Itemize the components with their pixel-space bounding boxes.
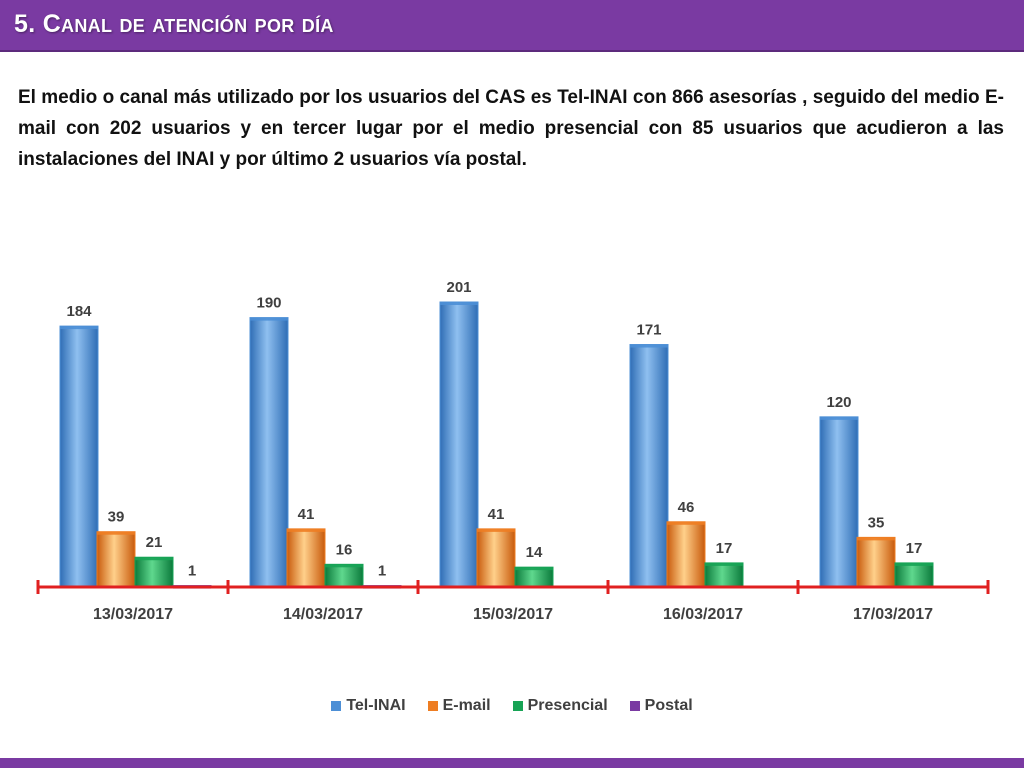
data-label: 46: [678, 499, 695, 516]
title-bar: 5. Canal de atención por día: [0, 0, 1024, 52]
bar-presencial-4: [704, 562, 744, 588]
bar-cap: [705, 562, 743, 566]
bar-cap: [135, 557, 173, 561]
data-label: 39: [108, 509, 125, 526]
bar-e-mail-4: [666, 521, 706, 588]
bar-e-mail-1: [96, 531, 136, 588]
bar-e-mail-3: [476, 528, 516, 588]
x-axis: 13/03/2017 14/03/2017 15/03/2017 16/03/2017…: [36, 580, 990, 623]
bar-tel-inai-2: [249, 317, 289, 588]
bottom-bar: [0, 758, 1024, 768]
bar-cap: [440, 302, 478, 305]
data-label: 17: [716, 540, 733, 557]
bar-cap: [477, 528, 515, 532]
legend-swatch: [427, 701, 438, 711]
bar-cap: [895, 562, 933, 566]
bar-cap: [820, 416, 858, 420]
x-tick-label: 15/03/2017: [473, 606, 553, 623]
bar-cap: [667, 521, 705, 525]
data-labels-layer: 184 39 21 1 190 41 16 1 201 41 14 171 46 17 120 35 17: [66, 279, 922, 580]
bar-cap: [250, 317, 288, 321]
data-label: 184: [66, 303, 92, 320]
legend-item-tel-inai: Tel-INAI: [331, 697, 406, 715]
x-tick-label: 13/03/2017: [93, 606, 173, 623]
legend-item-e-mail: E-mail: [427, 697, 491, 715]
data-label: 21: [146, 534, 163, 551]
legend-item-postal: Postal: [629, 697, 693, 715]
bar-tel-inai-1: [59, 325, 99, 588]
bar-cap: [287, 528, 325, 532]
data-label: 1: [188, 563, 196, 580]
data-label: 17: [906, 540, 923, 557]
bar-tel-inai-5: [819, 416, 859, 588]
legend-item-presencial: Presencial: [512, 697, 608, 715]
slide-title: 5. Canal de atención por día: [14, 10, 334, 38]
bar-tel-inai-3: [439, 301, 479, 588]
data-label: 14: [526, 544, 543, 561]
bar-presencial-1: [134, 556, 174, 588]
legend-swatch: [629, 701, 640, 711]
chart-legend: Tel-INAI E-mail Presencial Postal: [0, 697, 1024, 715]
data-label: 41: [298, 506, 315, 523]
data-label: 35: [868, 514, 885, 531]
legend-label: Presencial: [527, 697, 608, 714]
x-tick-label: 17/03/2017: [853, 606, 933, 623]
data-label: 41: [488, 506, 505, 523]
data-label: 16: [336, 541, 353, 558]
bar-e-mail-2: [286, 528, 326, 588]
bar-presencial-5: [894, 562, 934, 588]
legend-label: Postal: [644, 697, 693, 714]
bar-cap: [857, 537, 895, 541]
bar-cap: [630, 344, 668, 348]
legend-swatch: [331, 701, 342, 711]
summary-paragraph: El medio o canal más utilizado por los u…: [18, 87, 1004, 170]
legend-label: E-mail: [442, 697, 491, 714]
data-label: 171: [636, 322, 661, 339]
bar-cap: [325, 564, 363, 568]
legend-label: Tel-INAI: [346, 697, 406, 714]
bar-cap: [60, 326, 98, 330]
data-label: 120: [826, 394, 851, 411]
bar-chart: 184 39 21 1 190 41 16 1 201 41 14 171 46 17 120 35 17 13…: [36, 279, 990, 623]
x-tick-label: 16/03/2017: [663, 606, 743, 623]
x-tick-label: 14/03/2017: [283, 606, 363, 623]
bar-tel-inai-4: [629, 344, 669, 588]
data-label: 201: [446, 279, 471, 296]
data-label: 190: [256, 295, 281, 312]
bar-cap: [515, 567, 553, 571]
data-label: 1: [378, 563, 386, 580]
bar-e-mail-5: [856, 536, 896, 588]
bar-presencial-2: [324, 563, 364, 588]
legend-swatch: [512, 701, 523, 711]
bars-layer: [59, 301, 934, 589]
bar-cap: [97, 531, 135, 535]
